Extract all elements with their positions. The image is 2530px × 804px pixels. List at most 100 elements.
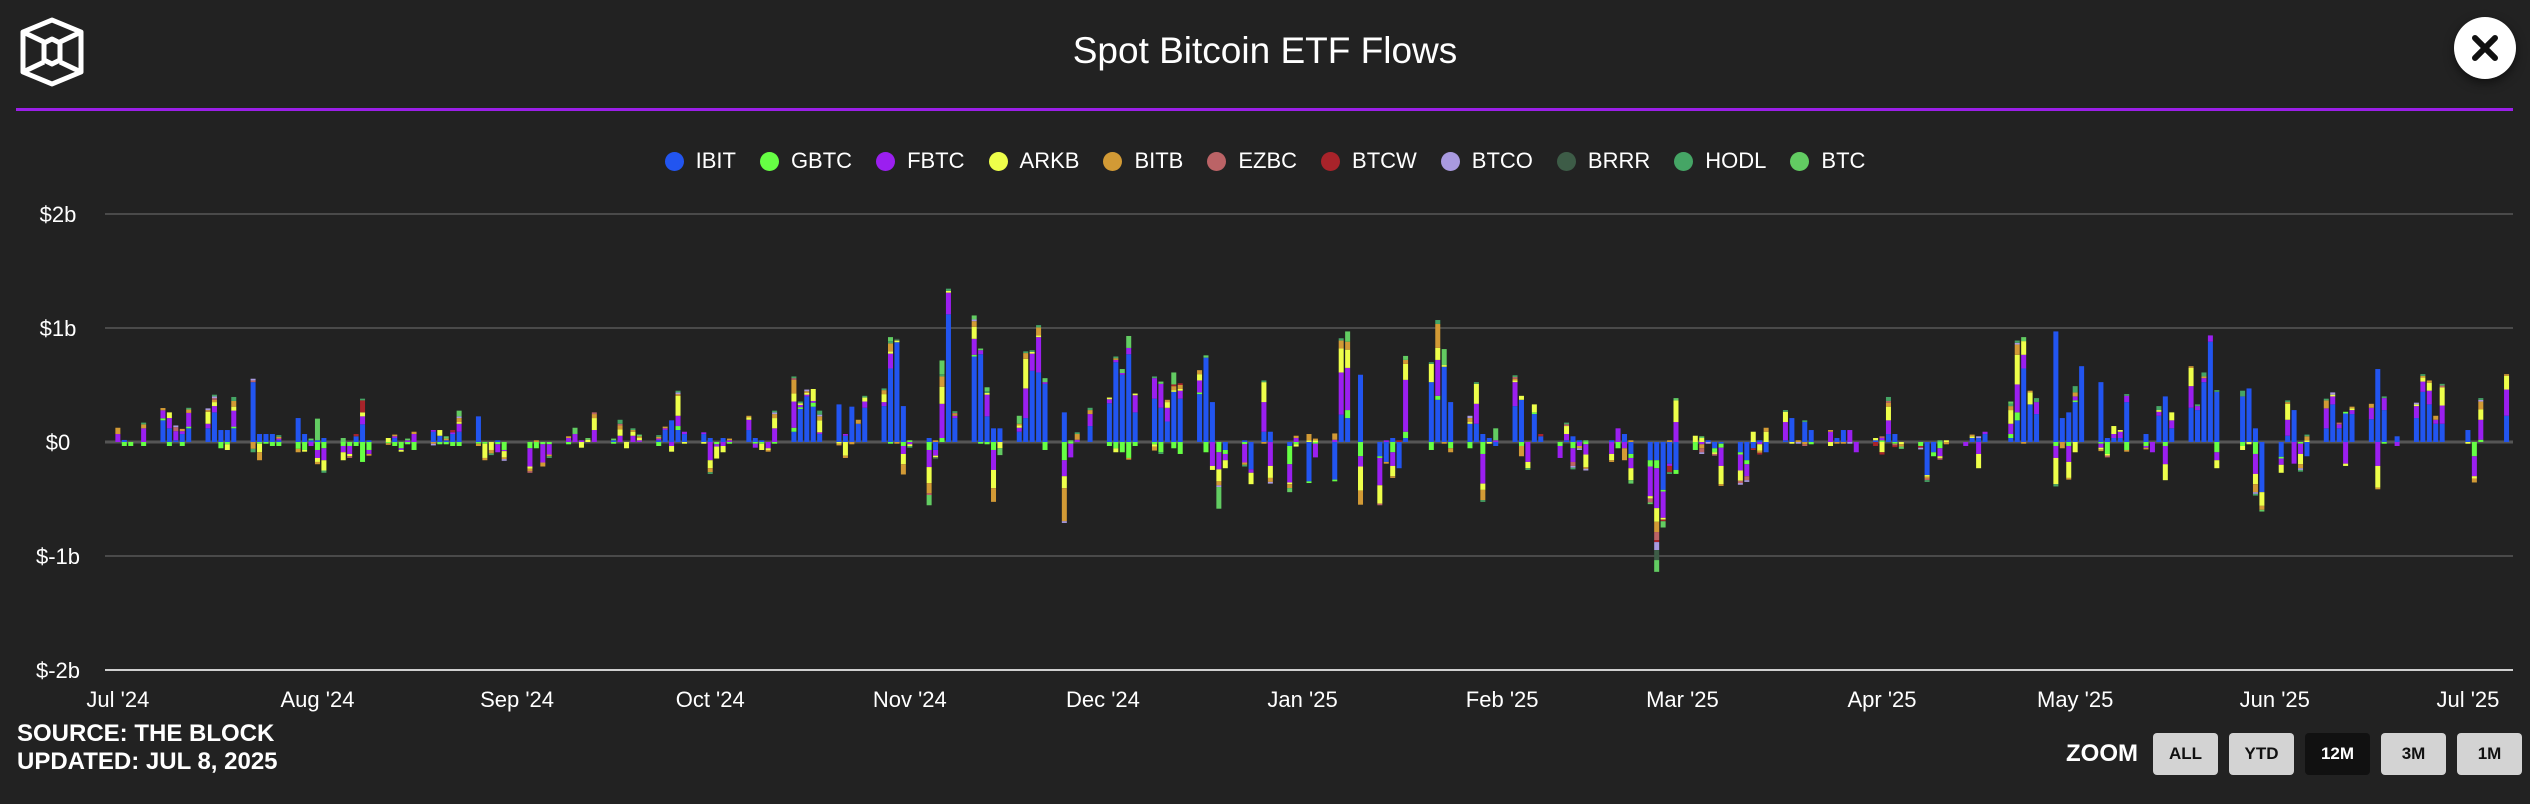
- y-tick-label: $2b: [40, 202, 77, 227]
- bar-segment-bitb: [392, 434, 398, 437]
- bar-segment-gbtc: [1557, 442, 1563, 446]
- bar-segment-fbtc: [2169, 420, 2175, 429]
- bar-segment-ezbc: [211, 398, 217, 400]
- bar-segment-arkb: [1531, 404, 1537, 413]
- bar-segment-fbtc: [804, 394, 810, 397]
- bar-segment-ibit: [1016, 431, 1022, 442]
- bar-segment-ibit: [2465, 430, 2471, 442]
- bar-segment-bitb: [2188, 366, 2194, 368]
- bar-segment-bitb: [385, 443, 391, 445]
- legend-item-ezbc[interactable]: EZBC: [1207, 148, 1297, 174]
- bar-segment-ibit: [894, 342, 900, 442]
- bar-segment-fbtc: [1151, 378, 1157, 399]
- bar-segment-fbtc: [456, 423, 462, 432]
- zoom-1m-button[interactable]: 1M: [2457, 733, 2522, 775]
- zoom-12m-button[interactable]: 12M: [2305, 733, 2370, 775]
- bar-segment-bitb: [482, 457, 488, 461]
- bar-segment-btc: [1898, 446, 1904, 449]
- bar-segment-fbtc: [1158, 383, 1164, 408]
- bar-segment-fbtc: [2375, 442, 2381, 466]
- bar-segment-btco: [817, 414, 823, 417]
- legend-item-brrr[interactable]: BRRR: [1556, 148, 1650, 174]
- bar-segment-gbtc: [1918, 442, 1924, 446]
- bar-segment-gbtc: [1171, 442, 1177, 449]
- zoom-3m-button[interactable]: 3M: [2381, 733, 2446, 775]
- bar-segment-bitb: [1016, 423, 1022, 426]
- bar-segment-ibit: [1267, 431, 1273, 442]
- bar-segment-arkb: [314, 457, 320, 462]
- bar-segment-ibit: [1023, 418, 1029, 442]
- bar-segment-ibit: [1306, 442, 1312, 482]
- bar-segment-fbtc: [2201, 378, 2207, 383]
- bar-segment-bitb: [2375, 487, 2381, 490]
- bar-segment-arkb: [1377, 485, 1383, 504]
- bar-segment-fbtc: [2426, 390, 2432, 405]
- legend-item-hodl[interactable]: HODL: [1674, 148, 1766, 174]
- bar-segment-bitb: [1177, 385, 1183, 389]
- bar-segment-btco: [501, 459, 507, 461]
- bar-segment-arkb: [1467, 422, 1473, 424]
- bar-segment-ibit: [1338, 414, 1344, 442]
- legend-dot-icon: [988, 151, 1008, 171]
- legend-item-btco[interactable]: BTCO: [1440, 148, 1533, 174]
- bar-segment-bitb: [488, 449, 494, 454]
- bar-segment-hodl: [1338, 338, 1344, 341]
- bar-segment-fbtc: [752, 443, 758, 448]
- bar-segment-gbtc: [1570, 442, 1576, 449]
- bar-segment-btc: [2008, 401, 2014, 404]
- legend-dot-icon: [1207, 151, 1227, 171]
- bar-segment-ibit: [1177, 398, 1183, 442]
- bar-segment-bitb: [295, 448, 301, 453]
- bar-segment-ibit: [302, 434, 308, 442]
- bar-segment-arkb: [1261, 382, 1267, 403]
- close-button[interactable]: [2454, 17, 2516, 79]
- bar-segment-hodl: [2053, 484, 2059, 487]
- y-tick-label: $0: [46, 430, 70, 455]
- bar-segment-btc: [2021, 337, 2027, 342]
- bar-segment-hodl: [2214, 390, 2220, 392]
- bar-segment-fbtc: [2504, 389, 2510, 416]
- bar-segment-bitb: [1023, 353, 1029, 359]
- bar-segment-gbtc: [1106, 442, 1112, 446]
- zoom-ytd-button[interactable]: YTD: [2229, 733, 2294, 775]
- bar-segment-ibit: [971, 356, 977, 442]
- legend-item-btc[interactable]: BTC: [1790, 148, 1865, 174]
- bar-segment-gbtc: [1615, 442, 1621, 449]
- bar-segment-bitb: [2323, 400, 2329, 409]
- legend-item-btcw[interactable]: BTCW: [1321, 148, 1417, 174]
- legend-item-ibit[interactable]: IBIT: [664, 148, 736, 174]
- bar-segment-gbtc: [887, 442, 893, 444]
- bar-segment-fbtc: [1757, 442, 1763, 445]
- legend-item-bitb[interactable]: BITB: [1103, 148, 1183, 174]
- bar-segment-bitb: [765, 449, 771, 452]
- bar-segment-bitb: [475, 443, 481, 446]
- bar-segment-btco: [2330, 392, 2336, 395]
- legend-item-arkb[interactable]: ARKB: [988, 148, 1079, 174]
- bar-segment-arkb: [759, 443, 765, 450]
- bar-segment-hodl: [2381, 396, 2387, 399]
- bar-segment-btcw: [1667, 465, 1673, 473]
- bar-segment-ibit: [759, 440, 765, 442]
- bar-segment-bitb: [1267, 477, 1273, 482]
- bar-segment-gbtc: [1312, 442, 1318, 444]
- legend-item-gbtc[interactable]: GBTC: [759, 148, 852, 174]
- bar-segment-ibit: [263, 434, 269, 442]
- bar-segment-ibit: [810, 406, 816, 442]
- bar-segment-arkb: [945, 290, 951, 293]
- bar-segment-btc: [1647, 502, 1653, 505]
- bar-segment-bitb: [926, 483, 932, 494]
- bar-segment-ibit: [1892, 434, 1898, 442]
- zoom-all-button[interactable]: ALL: [2153, 733, 2218, 775]
- bar-segment-btco: [1267, 481, 1273, 484]
- legend-item-fbtc[interactable]: FBTC: [876, 148, 965, 174]
- bar-segment-btco: [1061, 521, 1067, 523]
- bar-segment-bitb: [636, 436, 642, 439]
- bar-segment-fbtc: [1332, 439, 1338, 442]
- bar-segment-bitb: [881, 390, 887, 395]
- bar-segment-ibit: [2034, 414, 2040, 442]
- bar-segment-fbtc: [1216, 452, 1222, 470]
- bar-segment-gbtc: [540, 442, 546, 445]
- bar-segment-bitb: [971, 321, 977, 327]
- bar-segment-ibit: [2169, 428, 2175, 442]
- bar-segment-gbtc: [1583, 442, 1589, 445]
